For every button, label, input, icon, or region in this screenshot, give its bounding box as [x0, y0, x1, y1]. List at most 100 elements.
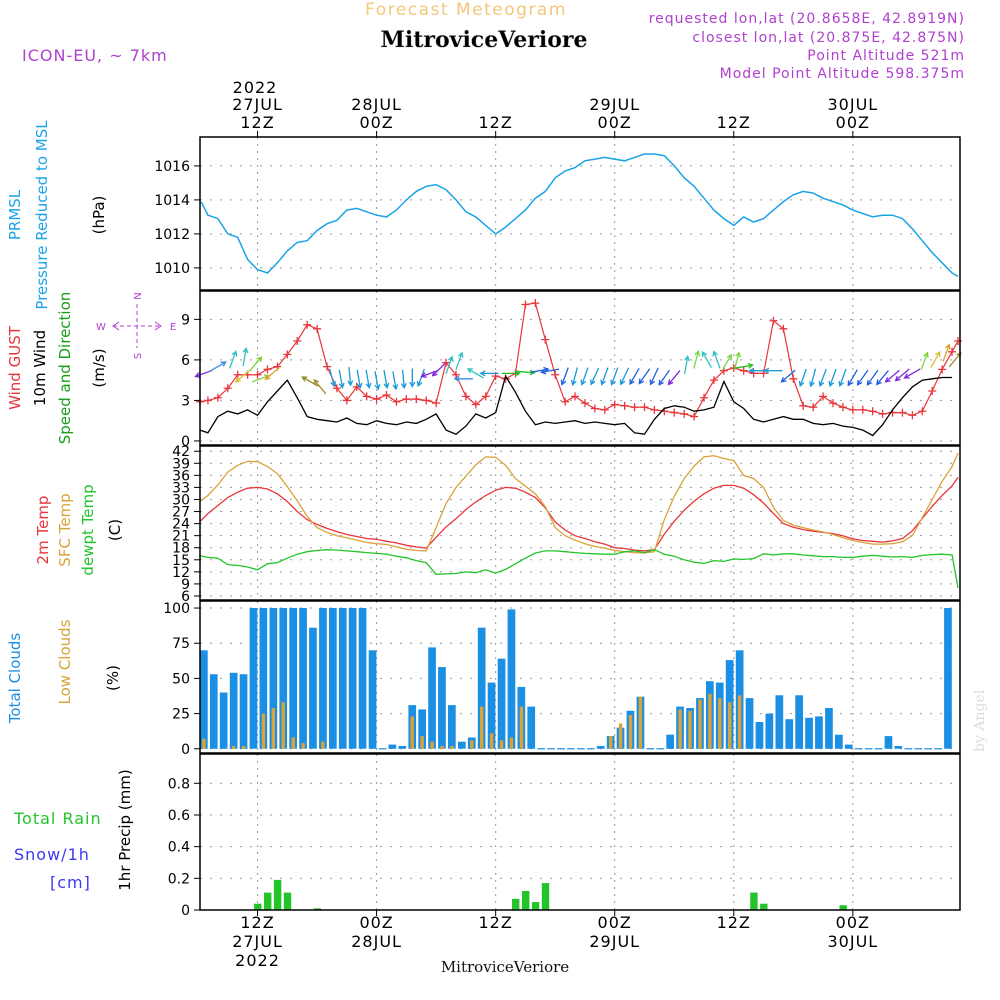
precip-bar	[264, 892, 272, 910]
y-tick-label: 0.6	[168, 808, 190, 824]
wind-gust-marker	[670, 408, 679, 417]
wind-direction-arrow	[249, 356, 263, 372]
wind-gust-marker	[610, 400, 619, 409]
y-tick-label: 1012	[154, 227, 190, 243]
low-clouds-bar	[638, 696, 643, 749]
wind-direction-arrow	[942, 343, 951, 362]
bottom-hour-label: 00Z	[359, 913, 393, 932]
total-clouds-bar	[507, 609, 516, 749]
low-clouds-bar	[618, 723, 623, 749]
top-hour-label: 12Z	[240, 113, 274, 132]
top-date-label: 30JUL	[827, 95, 878, 114]
precip-bar	[760, 903, 768, 910]
wind-gust-marker	[412, 395, 421, 404]
wind-gust-marker	[332, 384, 341, 393]
wind-gust-marker	[928, 386, 937, 395]
precip-bar	[750, 892, 758, 910]
wind-direction-arrow	[264, 367, 280, 381]
wind-gust-marker	[253, 370, 262, 379]
bottom-hour-label: 12Z	[479, 913, 513, 932]
bottom-hour-label: 12Z	[717, 913, 751, 932]
total-clouds-bar	[338, 608, 347, 749]
total-clouds-bar	[249, 608, 258, 749]
wind-direction-arrow	[884, 369, 900, 383]
y-tick-label: 6	[181, 589, 190, 605]
wind-gust-marker	[580, 399, 589, 408]
wind-gust-marker	[213, 393, 222, 402]
y-tick-label: 0	[181, 903, 190, 919]
dewpoint-label: dewpt Temp	[79, 484, 97, 575]
compass-arrowheads	[112, 321, 162, 331]
total-clouds-bar	[596, 746, 605, 749]
precip-bar	[313, 908, 321, 910]
top-hour-label: 00Z	[836, 113, 870, 132]
total-clouds-bar	[388, 744, 397, 749]
wind-direction-arrow	[667, 370, 681, 386]
wind-gust-marker	[571, 392, 580, 401]
wind-direction-arrow	[301, 376, 319, 387]
y-tick-label: 0	[181, 742, 190, 758]
wind-direction-arrow	[194, 369, 213, 378]
wind-direction-arrow	[712, 350, 721, 369]
wind-direction-arrow	[431, 362, 446, 377]
compass-south-label: S	[133, 353, 144, 359]
y-tick-label: 50	[172, 671, 190, 687]
wind-unit-label: (m/s)	[90, 348, 108, 387]
low-clouds-bar	[410, 716, 414, 749]
total-clouds-bar	[835, 734, 843, 749]
wind-direction-arrow	[400, 369, 407, 390]
wind-direction-arrow	[930, 350, 941, 369]
wind-gust-marker	[769, 316, 778, 325]
wind-gust-marker	[789, 374, 798, 383]
wind-gust-marker	[640, 403, 649, 412]
compass-west-label: W	[96, 322, 106, 333]
dewpoint-line	[199, 549, 959, 589]
wind-gust-marker	[293, 336, 302, 345]
low-clouds-bar	[489, 733, 494, 749]
wind-direction-arrow	[560, 367, 569, 386]
top-year-label: 2022	[233, 78, 278, 97]
closest-coords: closest lon,lat (20.875E, 42.875N)	[692, 30, 965, 46]
total-clouds-bar	[200, 650, 208, 749]
model-point-altitude: Model Point Altitude 598.375m	[720, 66, 965, 82]
wind-direction-arrow	[920, 351, 929, 370]
wind-direction-arrow	[455, 351, 464, 370]
bottom-hour-label: 00Z	[598, 913, 632, 932]
wind-gust-marker	[630, 403, 639, 412]
precip-bar	[541, 883, 550, 910]
low-clouds-bar	[430, 741, 434, 749]
low-clouds-bar	[301, 743, 305, 749]
wind-gust-marker	[422, 396, 431, 405]
low-clouds-bar	[708, 693, 712, 749]
wind-direction-arrow	[866, 369, 879, 386]
y-tick-label: 15	[172, 553, 190, 569]
wind-gust-marker	[283, 350, 292, 359]
low-clouds-bar	[291, 737, 295, 749]
low-clouds-bar	[509, 737, 514, 749]
wind-direction-arrow	[590, 367, 600, 386]
total-clouds-bar	[319, 608, 327, 749]
wind-gust-marker	[402, 395, 411, 404]
wind-direction-arrow	[903, 368, 921, 379]
low-clouds-bar	[718, 698, 722, 749]
wind-gust-marker	[551, 370, 560, 379]
low-clouds-bar	[271, 708, 275, 749]
wind-direction-arrow	[734, 362, 754, 369]
top-hour-label: 12Z	[717, 113, 751, 132]
wind-gust-marker	[561, 397, 570, 406]
panel-frame	[199, 290, 961, 446]
wind-direction-arrow	[763, 367, 783, 374]
wind-gust-marker	[303, 320, 312, 329]
wind-direction-arrow	[875, 370, 889, 386]
y-tick-label: 12	[172, 565, 190, 581]
temp-2m-line	[199, 477, 959, 552]
wind-gust-marker	[203, 396, 212, 405]
low-clouds-bar	[231, 746, 236, 749]
total-clouds-bar	[745, 698, 754, 749]
panels: 1010 1012 1014 1016 PRMSL Pressure Reduced to…	[6, 95, 963, 970]
y-tick-label: 39	[172, 456, 190, 472]
wind-gust-marker	[898, 408, 907, 417]
panel-frame	[199, 600, 961, 754]
